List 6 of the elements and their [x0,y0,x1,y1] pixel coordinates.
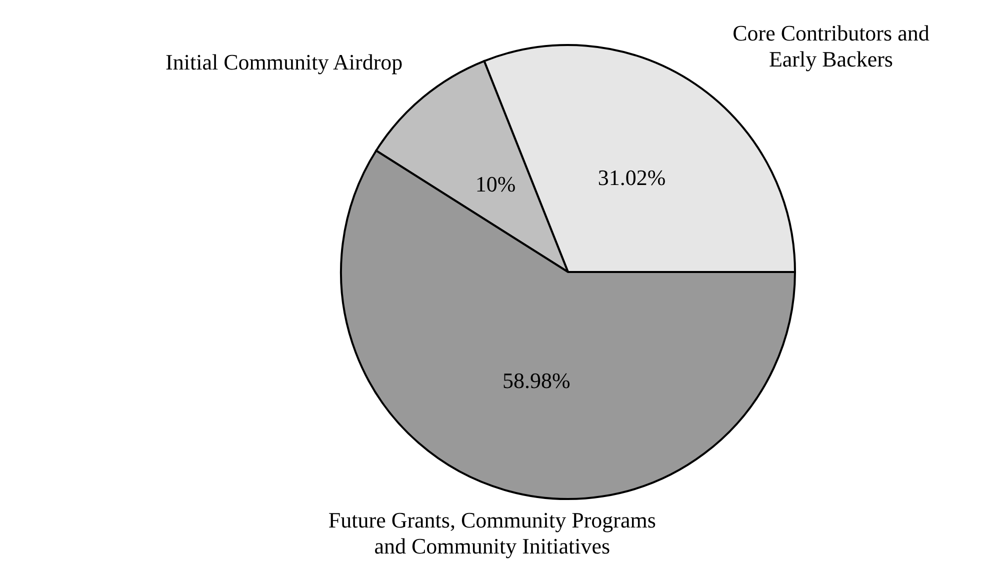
data-label: 31.02% [598,165,666,190]
data-label: 58.98% [502,368,570,394]
data-label: 10% [475,172,516,197]
slice-label: Future Grants, Community Programs and Community Initiatives [328,508,656,559]
slice-label: Core Contributors and Early Backers [732,20,930,72]
slice-label: Initial Community Airdrop [166,49,403,74]
